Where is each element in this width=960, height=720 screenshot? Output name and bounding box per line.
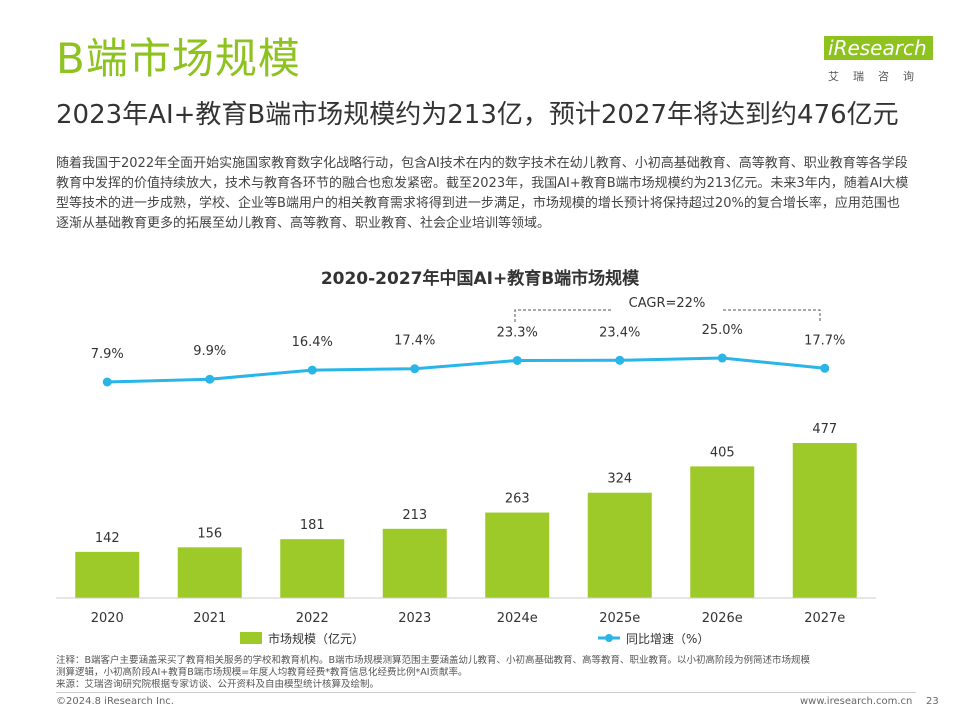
growth-label-2023: 17.4% xyxy=(394,334,435,349)
legend-bar-label: 市场规模（亿元） xyxy=(268,631,364,646)
logo-i: i xyxy=(828,36,834,60)
bar-2021 xyxy=(177,547,242,598)
growth-label-2020: 7.9% xyxy=(91,347,124,362)
bar-2026e xyxy=(690,466,755,598)
legend-bar-swatch xyxy=(240,632,262,644)
chart-title: 2020-2027年中国AI+教育B端市场规模 xyxy=(321,268,640,289)
growth-point-2027e xyxy=(820,363,830,373)
growth-point-2025e xyxy=(615,355,625,365)
logo-subtitle: 艾瑞咨询 xyxy=(828,70,928,83)
growth-point-2023 xyxy=(410,364,420,374)
x-tick-2026e: 2026e xyxy=(702,611,743,626)
x-tick-2022: 2022 xyxy=(296,611,329,626)
x-tick-2025e: 2025e xyxy=(599,611,640,626)
legend-line-marker xyxy=(605,634,613,642)
growth-label-2024e: 23.3% xyxy=(497,325,538,340)
bar-label-2021: 156 xyxy=(197,526,222,541)
growth-point-2020 xyxy=(102,377,112,387)
footer-copyright: ©2024.8 iResearch Inc. xyxy=(56,696,174,707)
footnotes: 注释：B端客户主要涵盖采买了教育相关服务的学校和教育机构。B端市场规模测算范围主… xyxy=(56,655,916,691)
bar-label-2020: 142 xyxy=(95,531,120,546)
bar-2027e xyxy=(792,443,857,598)
bar-2023 xyxy=(382,528,447,598)
legend-line-label: 同比增速（%） xyxy=(626,632,709,646)
growth-label-2022: 16.4% xyxy=(292,335,333,350)
bar-label-2022: 181 xyxy=(300,518,325,533)
bar-layer: 142 156 181 213 263 324 405 477 xyxy=(75,422,857,598)
bar-label-2027e: 477 xyxy=(812,422,837,437)
logo-text: Research xyxy=(833,36,927,60)
bar-label-2026e: 405 xyxy=(710,445,735,460)
bar-label-2025e: 324 xyxy=(607,472,632,487)
cagr-annotation: CAGR=22% xyxy=(514,292,821,322)
bar-label-2023: 213 xyxy=(402,508,427,523)
page-title: B端市场规模 xyxy=(56,34,301,83)
footnote-line-1: 注释：B端客户主要涵盖采买了教育相关服务的学校和教育机构。B端市场规模测算范围主… xyxy=(56,655,811,666)
growth-label-2027e: 17.7% xyxy=(804,333,845,348)
bar-2024e xyxy=(485,512,550,598)
cagr-label: CAGR=22% xyxy=(629,296,706,311)
page-number: 23 xyxy=(926,696,939,707)
bar-label-2024e: 263 xyxy=(505,492,530,507)
x-tick-layer: 2020 2021 2022 2023 2024e 2025e 2026e 2027e xyxy=(91,611,846,626)
growth-label-2025e: 23.4% xyxy=(599,325,640,340)
x-tick-2023: 2023 xyxy=(398,611,431,626)
logo-wordmark: iResearch xyxy=(824,36,933,60)
growth-line xyxy=(107,356,825,384)
page-subtitle: 2023年AI+教育B端市场规模约为213亿，预计2027年将达到约476亿元 xyxy=(56,100,899,130)
bar-2022 xyxy=(280,539,345,598)
cagr-bracket xyxy=(514,309,821,322)
growth-label-2026e: 25.0% xyxy=(702,323,743,338)
growth-label-2021: 9.9% xyxy=(193,344,226,359)
iresearch-logo: iResearch 艾瑞咨询 xyxy=(824,36,934,86)
footer-website: www.iresearch.com.cn xyxy=(800,696,913,707)
market-size-chart: 2020-2027年中国AI+教育B端市场规模 CAGR=22% 7.9% 9.9… xyxy=(56,268,876,646)
footer-divider xyxy=(56,692,916,693)
x-tick-2027e: 2027e xyxy=(804,611,845,626)
growth-line-layer: 7.9% 9.9% 16.4% 17.4% 23.3% 23.4% 25.0% 17.7% xyxy=(91,323,845,387)
growth-point-2026e xyxy=(717,353,727,363)
bar-2020 xyxy=(75,551,140,598)
x-tick-2021: 2021 xyxy=(193,611,226,626)
bar-2025e xyxy=(587,492,652,598)
growth-point-2022 xyxy=(307,365,317,375)
x-tick-2024e: 2024e xyxy=(497,611,538,626)
cagr-label-bg xyxy=(612,292,722,312)
growth-point-2024e xyxy=(512,355,522,365)
growth-point-2021 xyxy=(205,374,215,384)
chart-legend: 市场规模（亿元） 同比增速（%） xyxy=(240,631,709,646)
body-paragraph: 随着我国于2022年全面开始实施国家教育数字化战略行动，包含AI技术在内的数字技… xyxy=(56,156,909,231)
footnote-line-2: 测算逻辑，小初高阶段AI+教育B端市场规模=年度人均教育经费*教育信息化经费比例… xyxy=(56,667,468,678)
footnote-source: 来源：艾瑞咨询研究院根据专家访谈、公开资料及自由模型统计核算及绘制。 xyxy=(56,679,380,690)
x-tick-2020: 2020 xyxy=(91,611,124,626)
